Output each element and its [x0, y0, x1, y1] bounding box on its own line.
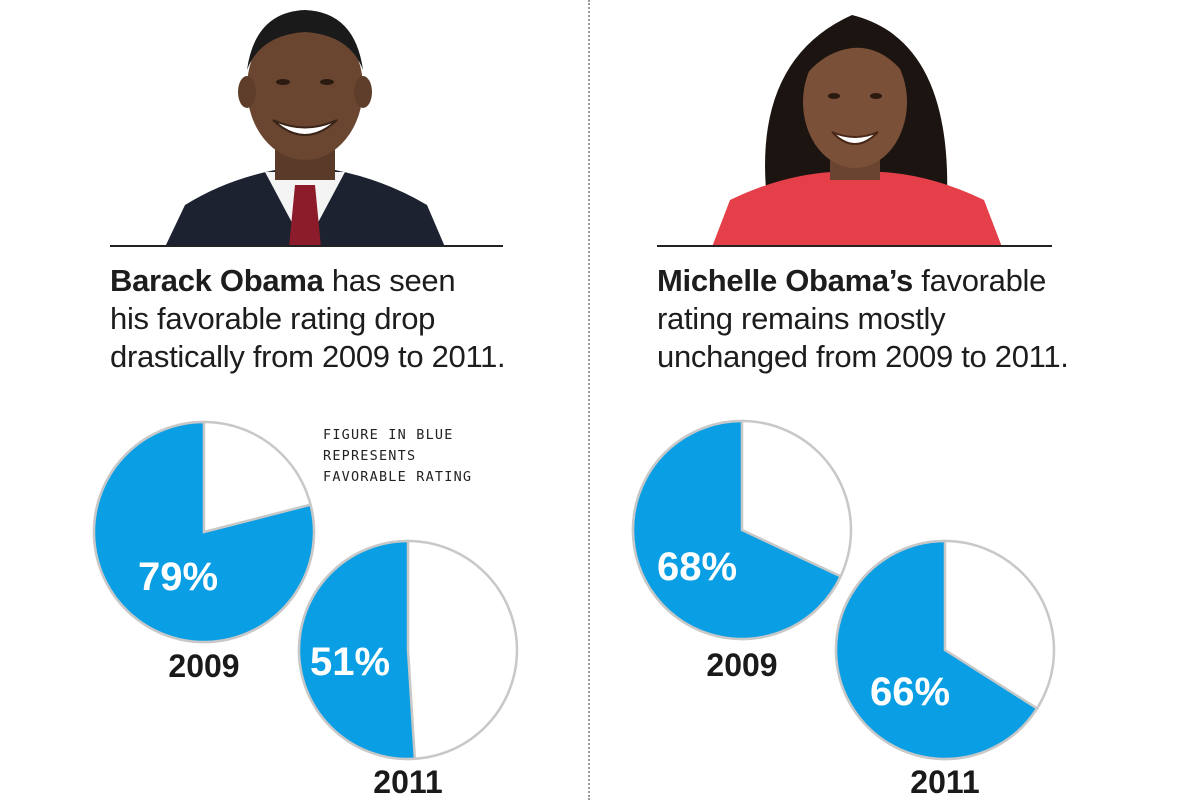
michelle-rule [657, 245, 1052, 247]
barack-pie-2011: 51% 2011 [297, 539, 519, 800]
michelle-panel: Michelle Obama’s favorable rating remain… [592, 0, 1200, 800]
barack-caption-line1: Barack Obama has seen [110, 263, 456, 298]
pie-year-label: 2011 [373, 764, 442, 800]
pie-favorable-slice [92, 420, 316, 644]
legend-note: FIGURE IN BLUE REPRESENTS FAVORABLE RATI… [323, 425, 472, 488]
barack-photo [165, 10, 445, 247]
pie-percent-label: 68% [657, 545, 737, 589]
pie-percent-label: 66% [870, 670, 950, 714]
note-line2: REPRESENTS [323, 448, 417, 464]
michelle-pie-2011: 66% 2011 [834, 539, 1056, 800]
pie-favorable-slice [834, 539, 1039, 761]
michelle-pies: 68% 2009 66% 2011 [631, 419, 1056, 800]
note-line1: FIGURE IN BLUE [323, 427, 454, 443]
barack-caption-line2: his favorable rating drop [110, 301, 436, 336]
michelle-caption-line3: unchanged from 2009 to 2011. [657, 339, 1069, 374]
pie-year-label: 2009 [706, 647, 777, 683]
pie-year-label: 2011 [910, 764, 979, 800]
barack-pie-2009: 79% 2009 [92, 420, 316, 684]
michelle-caption-line2: rating remains mostly [657, 301, 946, 336]
note-line3: FAVORABLE RATING [323, 469, 473, 485]
michelle-caption-line1: Michelle Obama’s favorable [657, 263, 1047, 298]
michelle-name: Michelle Obama’s [657, 263, 913, 298]
michelle-photo [712, 15, 1002, 247]
barack-name: Barack Obama [110, 263, 324, 298]
pie-year-label: 2009 [168, 648, 239, 684]
barack-caption: Barack Obama has seen his favorable rati… [110, 262, 530, 376]
center-divider [588, 0, 590, 800]
pie-favorable-slice [631, 419, 843, 641]
michelle-caption: Michelle Obama’s favorable rating remain… [657, 262, 1107, 376]
pie-percent-label: 79% [138, 555, 218, 599]
pie-percent-label: 51% [310, 640, 390, 684]
barack-panel: Barack Obama has seen his favorable rati… [0, 0, 586, 800]
pie-favorable-slice [297, 539, 417, 761]
barack-rule [110, 245, 503, 247]
barack-caption-line3: drastically from 2009 to 2011. [110, 339, 506, 374]
barack-pies: 79% 2009 51% 2011 [92, 420, 519, 800]
michelle-pie-2009: 68% 2009 [631, 419, 853, 683]
